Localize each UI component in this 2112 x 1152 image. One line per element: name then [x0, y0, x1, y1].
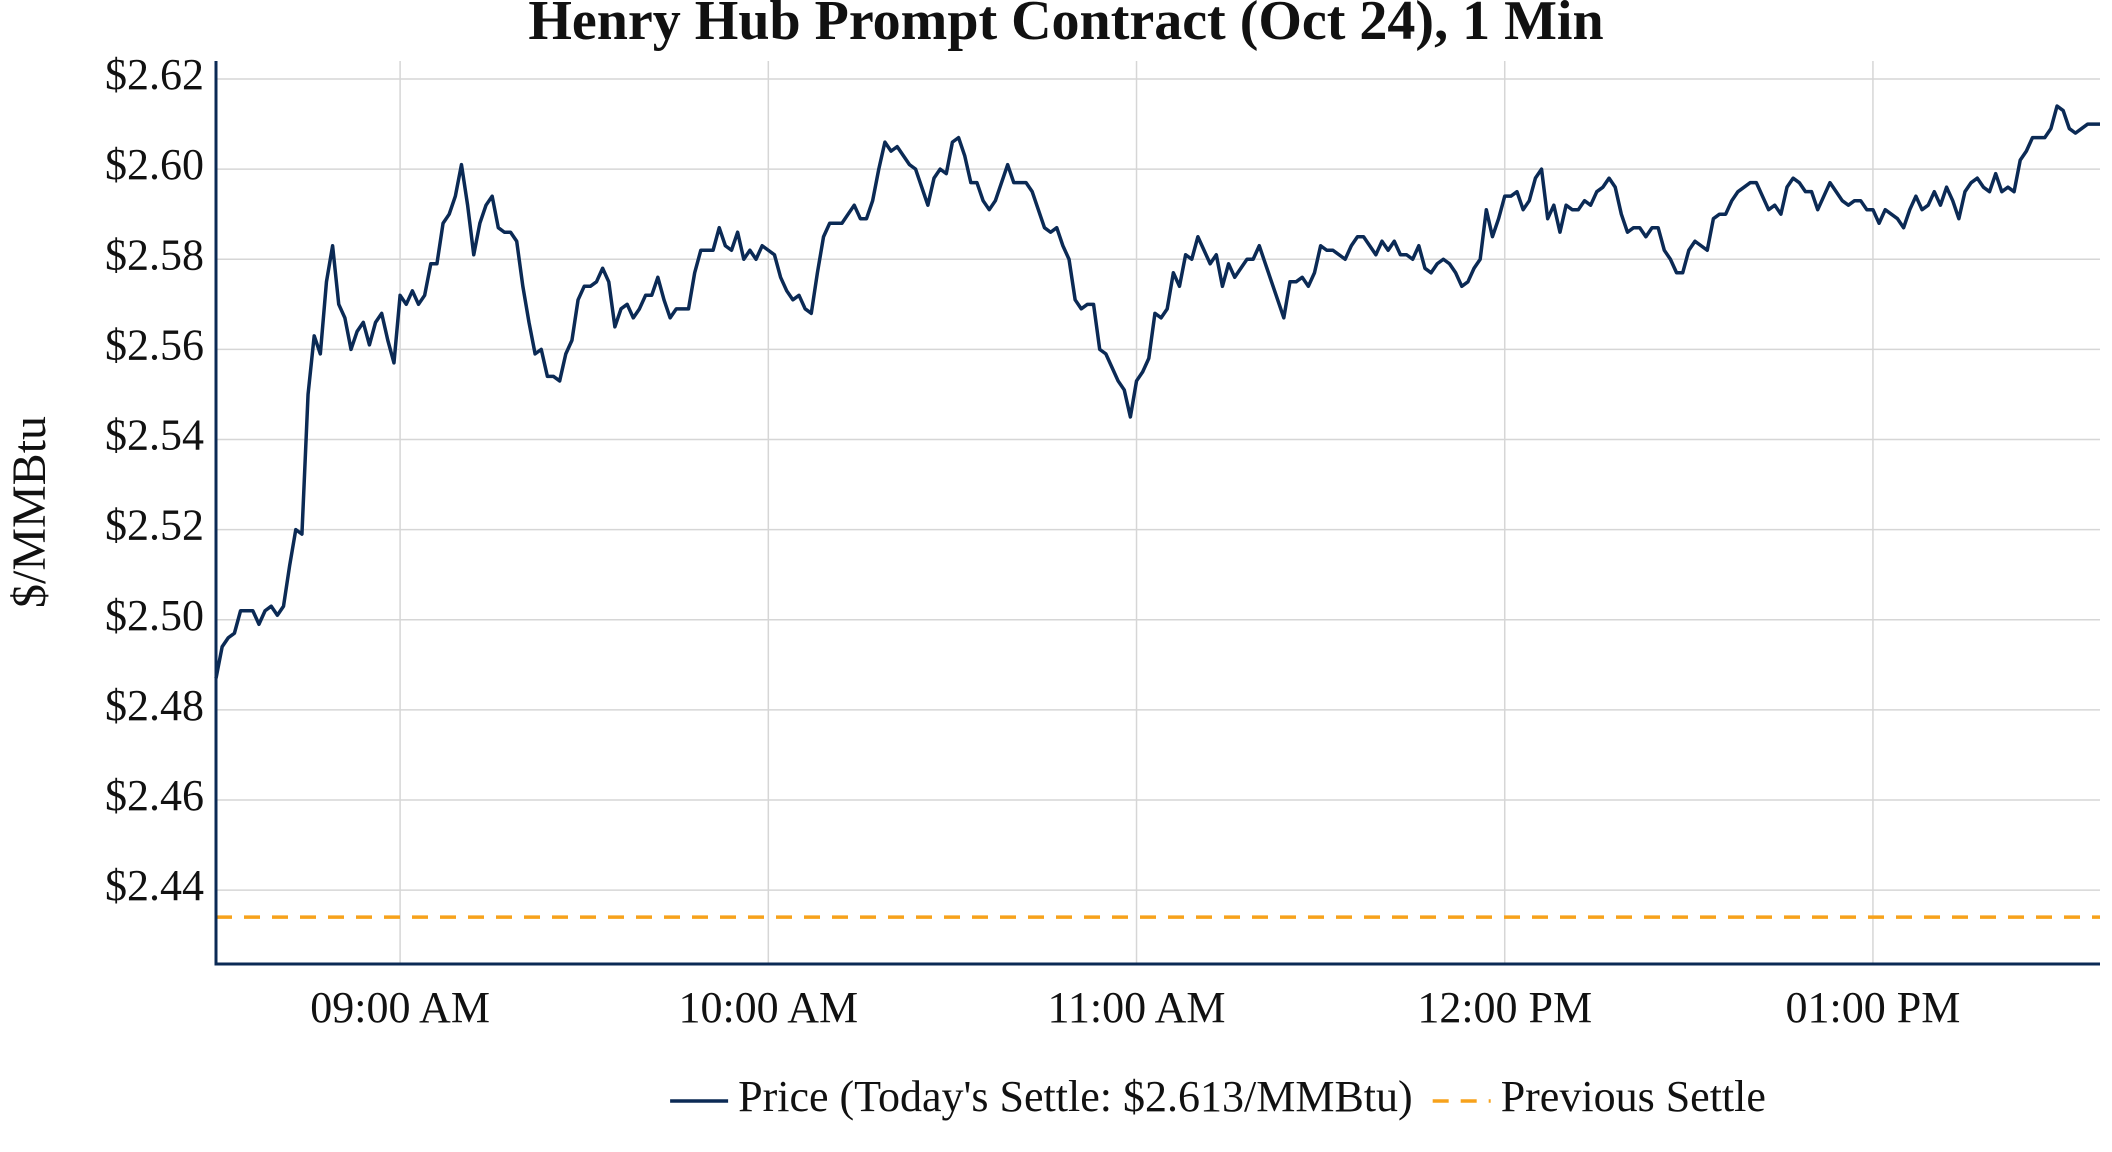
x-tick-label: 12:00 PM	[1417, 983, 1592, 1032]
y-tick-label: $2.60	[105, 140, 204, 189]
price-line	[214, 104, 2100, 679]
y-tick-label: $2.62	[105, 50, 204, 99]
chart-title: Henry Hub Prompt Contract (Oct 24), 1 Mi…	[528, 0, 1603, 52]
y-tick-label: $2.46	[105, 771, 204, 820]
legend-label: Price (Today's Settle: $2.613/MMBtu)	[738, 1072, 1413, 1121]
y-axis-label: $/MMBtu	[3, 416, 56, 608]
legend-label: Previous Settle	[1501, 1072, 1766, 1121]
x-tick-label: 09:00 AM	[310, 983, 490, 1032]
y-tick-label: $2.58	[105, 230, 204, 279]
y-tick-label: $2.50	[105, 591, 204, 640]
x-tick-label: 01:00 PM	[1786, 983, 1961, 1032]
x-tick-label: 11:00 AM	[1047, 983, 1225, 1032]
y-tick-label: $2.52	[105, 501, 204, 550]
y-tick-label: $2.56	[105, 320, 204, 369]
y-tick-label: $2.44	[105, 861, 204, 910]
x-tick-label: 10:00 AM	[678, 983, 858, 1032]
y-tick-label: $2.48	[105, 681, 204, 730]
y-tick-label: $2.54	[105, 411, 204, 460]
